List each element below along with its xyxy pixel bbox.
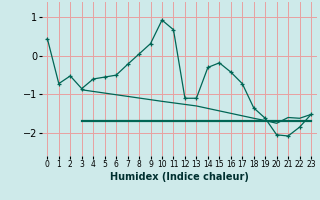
X-axis label: Humidex (Indice chaleur): Humidex (Indice chaleur) <box>110 172 249 182</box>
